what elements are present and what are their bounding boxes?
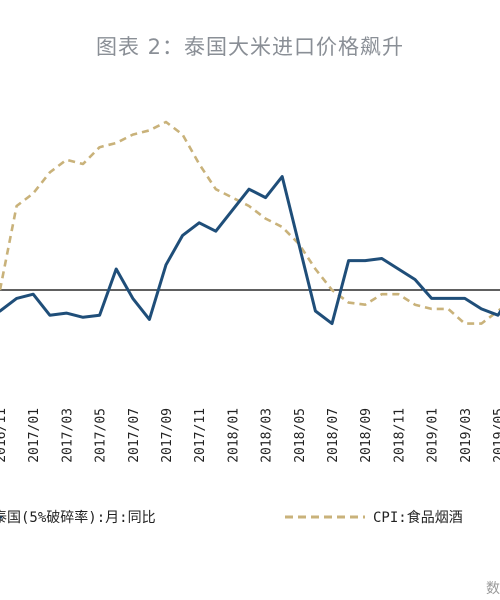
x-tick-label: 2018/07 (326, 408, 341, 463)
x-tick-label: 2018/01 (226, 408, 241, 463)
legend: 泰国(5%破碎率):月:同比 CPI:食品烟酒 (0, 509, 463, 526)
series-line-cpi (0, 120, 500, 325)
x-tick-label: 2017/01 (27, 408, 42, 463)
x-tick-label: 2018/03 (260, 408, 275, 463)
x-tick-label: 2018/05 (293, 408, 308, 463)
chart-title: 图表 2：泰国大米进口价格飙升 (95, 35, 405, 59)
legend-label-cpi: CPI:食品烟酒 (373, 509, 463, 526)
x-tick-label: 2017/05 (94, 408, 109, 463)
series-line-rice (0, 175, 500, 326)
watermark: 数 (486, 581, 500, 597)
x-tick-label: 2017/03 (60, 408, 75, 463)
legend-label-rice: 泰国(5%破碎率):月:同比 (0, 509, 156, 526)
x-tick-label: 2017/11 (193, 408, 208, 463)
plot-area (0, 120, 500, 326)
x-tick-label: 2018/11 (392, 408, 407, 463)
x-tick-label: 2017/07 (127, 408, 142, 463)
x-tick-label: 2019/01 (426, 408, 441, 463)
x-tick-label: 2016/11 (0, 408, 9, 463)
x-tick-label: 2018/09 (359, 408, 374, 463)
x-tick-label: 2019/03 (459, 408, 474, 463)
x-tick-label: 2019/05 (492, 408, 500, 463)
x-axis-ticks: 2016/11 2017/01 2017/03 2017/05 2017/07 2017/… (0, 408, 500, 463)
x-tick-label: 2017/09 (160, 408, 175, 463)
